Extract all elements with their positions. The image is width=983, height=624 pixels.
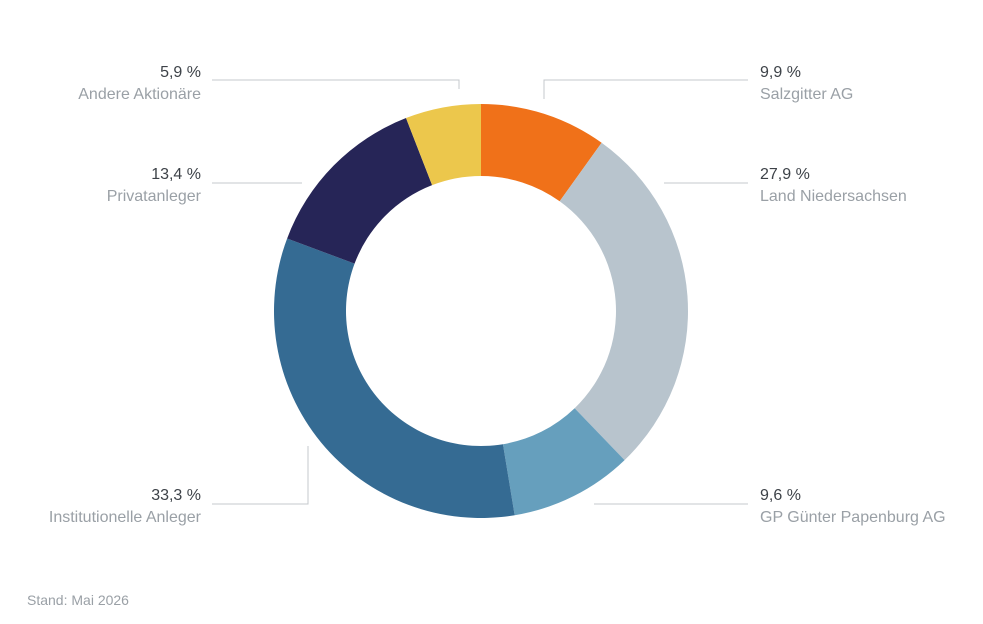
slice-salzgitter-ag	[481, 104, 602, 202]
slice-institutionelle-anleger	[274, 238, 515, 518]
category-label-institutionelle-anleger: Institutionelle Anleger	[49, 509, 202, 526]
value-label-andere-aktion-re: 5,9 %	[160, 64, 201, 81]
slice-privatanleger	[287, 118, 433, 264]
slice-land-niedersachsen	[559, 142, 688, 461]
slice-gp-g-nter-papenburg-ag	[502, 408, 625, 516]
leader-line-salzgitter-ag	[543, 79, 748, 99]
value-label-land-niedersachsen: 27,9 %	[760, 166, 810, 183]
value-label-gp-g-nter-papenburg-ag: 9,6 %	[760, 487, 801, 504]
category-label-salzgitter-ag: Salzgitter AG	[760, 86, 853, 103]
leader-line-andere-aktion-re	[212, 79, 460, 89]
category-label-andere-aktion-re: Andere Aktionäre	[78, 86, 201, 103]
value-label-institutionelle-anleger: 33,3 %	[151, 487, 201, 504]
category-label-land-niedersachsen: Land Niedersachsen	[760, 188, 907, 205]
category-label-privatanleger: Privatanleger	[107, 188, 202, 205]
leader-line-institutionelle-anleger	[212, 446, 309, 505]
value-label-privatanleger: 13,4 %	[151, 166, 201, 183]
value-label-salzgitter-ag: 9,9 %	[760, 64, 801, 81]
category-label-gp-g-nter-papenburg-ag: GP Günter Papenburg AG	[760, 509, 946, 526]
slice-andere-aktion-re	[406, 104, 481, 186]
footnote: Stand: Mai 2026	[27, 592, 129, 608]
